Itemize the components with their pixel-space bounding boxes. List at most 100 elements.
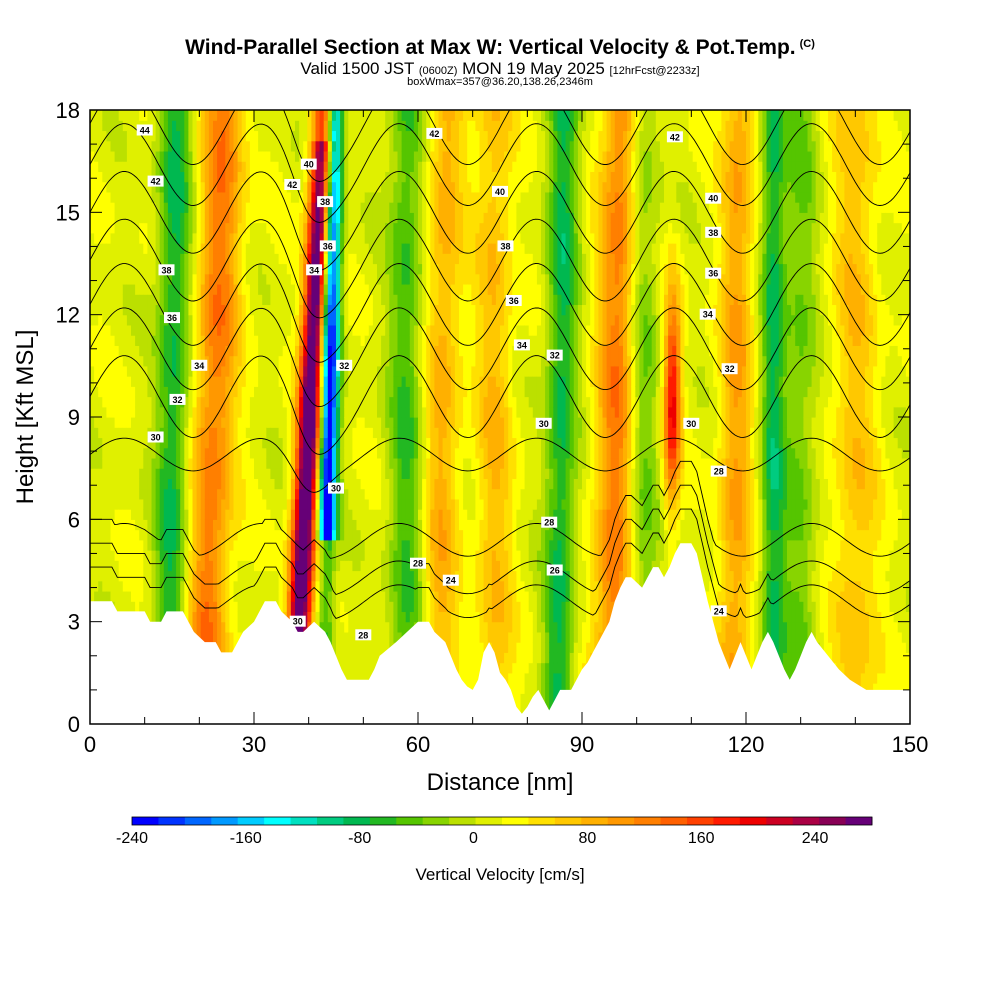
velocity-cell [143,478,148,490]
velocity-cell [135,335,140,346]
velocity-cell [372,263,378,275]
velocity-cell [422,539,427,551]
velocity-cell [270,243,276,254]
velocity-cell [213,376,218,387]
velocity-cell [139,427,144,439]
velocity-cell [102,560,107,572]
velocity-cell [110,212,116,224]
velocity-cell [241,601,247,613]
velocity-cell [126,437,132,449]
velocity-cell [106,478,112,490]
velocity-cell [139,181,144,193]
velocity-cell [397,529,403,541]
velocity-cell [208,283,214,295]
velocity-cell [258,253,263,265]
velocity-cell [270,447,276,459]
velocity-cell [221,427,226,439]
velocity-cell [418,243,423,254]
velocity-cell [122,468,128,479]
velocity-cell [102,498,107,510]
velocity-cell [307,488,312,500]
velocity-cell [286,580,292,592]
velocity-cell [262,365,267,377]
velocity-cell [225,621,230,633]
velocity-cell [139,406,144,418]
velocity-cell [389,417,394,428]
velocity-cell [270,478,276,490]
velocity-cell [413,611,419,623]
velocity-cell [94,120,99,132]
velocity-cell [282,519,288,531]
velocity-cell [94,488,99,500]
velocity-cell [319,335,325,346]
velocity-cell [167,386,173,398]
velocity-cell [122,478,128,490]
velocity-cell [405,406,411,418]
velocity-cell [377,263,382,275]
velocity-cell [340,498,345,510]
chart-title: Wind-Parallel Section at Max W: Vertical… [0,36,1000,60]
velocity-cell [270,191,276,203]
velocity-cell [213,509,218,520]
velocity-cell [258,314,263,326]
velocity-cell [286,140,292,152]
velocity-cell [393,529,399,541]
velocity-cell [262,324,267,336]
velocity-cell [311,580,317,592]
velocity-cell [110,478,116,490]
velocity-cell [331,324,337,336]
velocity-cell [286,611,292,623]
velocity-cell [184,222,189,234]
velocity-cell [204,222,210,234]
velocity-cell [106,580,112,592]
velocity-cell [118,130,124,142]
velocity-cell [155,212,161,224]
velocity-cell [286,550,292,561]
velocity-cell [426,161,431,172]
velocity-cell [397,355,403,367]
velocity-cell [118,294,124,306]
velocity-cell [311,110,317,121]
velocity-cell [188,427,194,439]
velocity-cell [147,161,153,172]
velocity-cell [344,181,349,193]
velocity-cell [393,304,399,316]
velocity-cell [409,232,415,244]
velocity-cell [102,191,107,203]
velocity-cell [323,437,329,449]
velocity-cell [143,539,148,551]
velocity-cell [360,294,366,306]
velocity-cell [167,150,173,162]
velocity-cell [163,509,169,520]
velocity-cell [327,181,333,193]
velocity-cell [385,335,390,346]
velocity-cell [270,376,276,387]
velocity-cell [319,570,325,582]
velocity-cell [413,243,419,254]
velocity-cell [303,570,308,582]
velocity-cell [131,539,136,551]
velocity-cell [266,509,271,520]
velocity-cell [372,519,378,531]
velocity-cell [364,539,370,551]
velocity-cell [413,335,419,346]
velocity-cell [295,273,300,285]
velocity-cell [385,427,390,439]
velocity-cell [274,427,280,439]
velocity-cell [90,550,95,561]
velocity-cell [254,232,259,244]
velocity-cell [131,550,136,561]
velocity-cell [295,406,300,418]
velocity-cell [237,601,243,613]
velocity-cell [258,355,263,367]
velocity-cell [311,468,317,479]
velocity-cell [147,253,153,265]
velocity-cell [254,478,259,490]
velocity-cell [208,202,214,213]
velocity-cell [237,314,243,326]
velocity-cell [110,396,116,408]
velocity-cell [278,539,284,551]
velocity-cell [254,498,259,510]
velocity-cell [282,212,288,224]
velocity-cell [409,150,415,162]
